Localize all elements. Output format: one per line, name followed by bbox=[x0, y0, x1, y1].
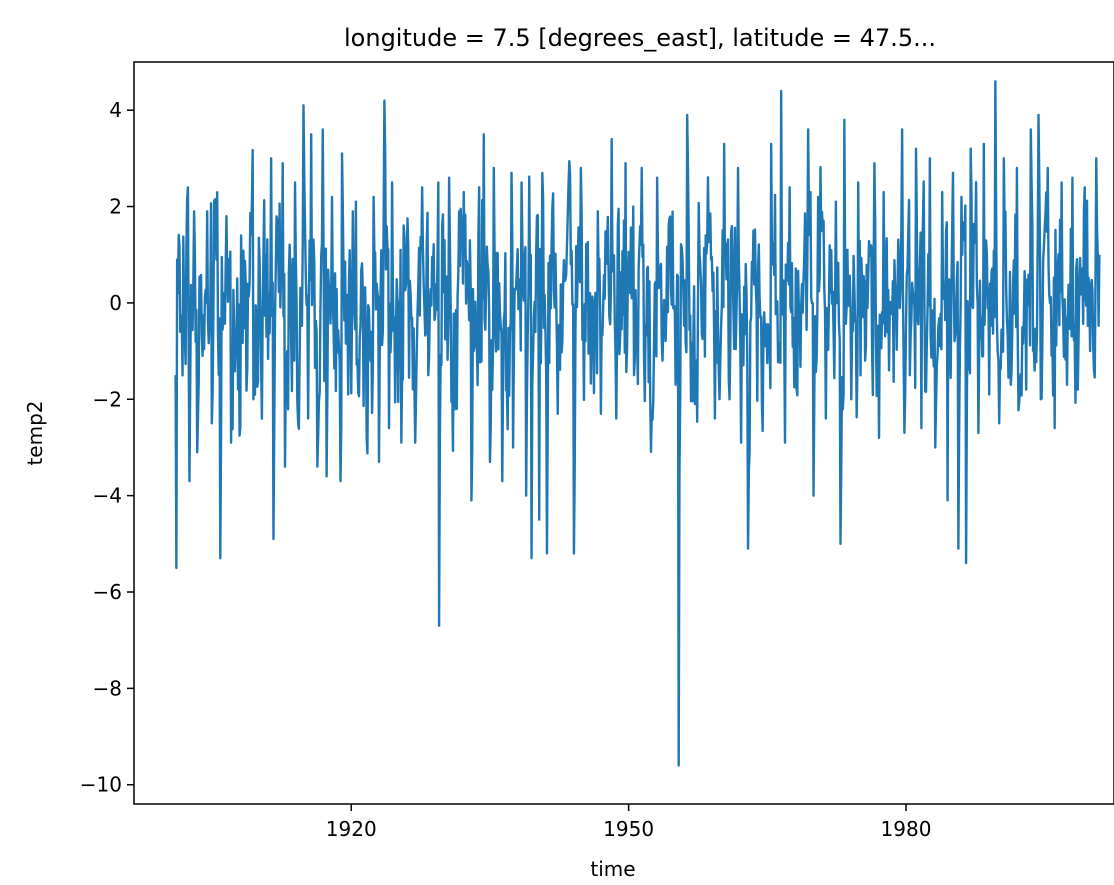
y-tick-label: −4 bbox=[93, 484, 122, 508]
x-tick-label: 1980 bbox=[881, 817, 932, 841]
x-tick-label: 1950 bbox=[603, 817, 654, 841]
x-axis-label: time bbox=[590, 857, 635, 881]
y-tick-label: 0 bbox=[109, 291, 122, 315]
y-tick-label: −2 bbox=[93, 387, 122, 411]
y-tick-label: −10 bbox=[80, 773, 122, 797]
y-axis-label: temp2 bbox=[23, 400, 47, 465]
x-tick-label: 1920 bbox=[326, 817, 377, 841]
plot-area bbox=[174, 80, 1101, 767]
x-axis: 1920 1950 1980 bbox=[326, 804, 932, 841]
series-line-temp2 bbox=[174, 80, 1101, 767]
y-tick-label: 4 bbox=[109, 98, 122, 122]
y-tick-label: −6 bbox=[93, 580, 122, 604]
y-tick-label: −8 bbox=[93, 676, 122, 700]
y-axis: 4 2 0 −2 −4 −6 −8 −10 bbox=[80, 98, 134, 797]
y-tick-label: 2 bbox=[109, 195, 122, 219]
axes-frame bbox=[133, 61, 1114, 805]
chart-title: longitude = 7.5 [degrees_east], latitude… bbox=[344, 24, 936, 52]
